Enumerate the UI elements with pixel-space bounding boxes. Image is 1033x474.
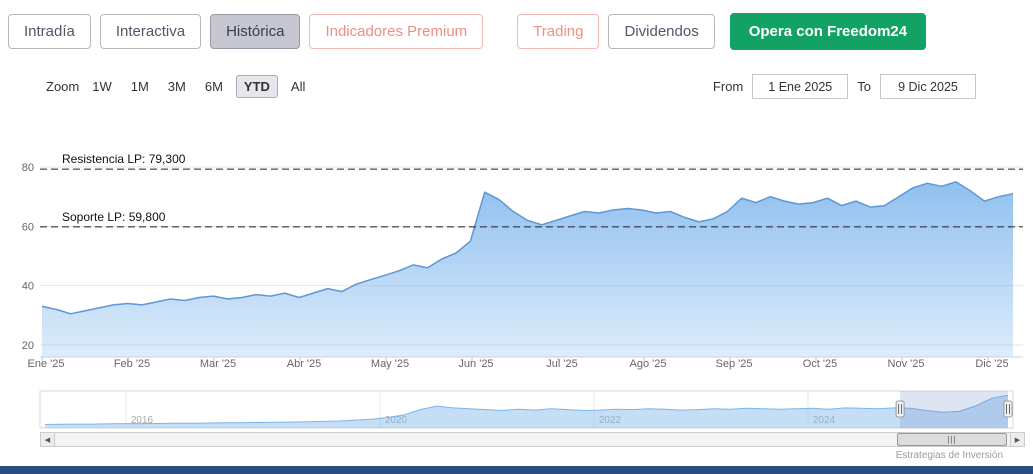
- zoom-3m-button[interactable]: 3M: [162, 75, 192, 98]
- navigator-year-label: 2022: [599, 415, 622, 426]
- tab-interactiva[interactable]: Interactiva: [99, 14, 202, 49]
- tab-historica[interactable]: Histórica: [210, 14, 301, 49]
- scrollbar-track[interactable]: |||: [55, 432, 1010, 447]
- navigator-line: [44, 394, 1009, 425]
- navigator-year-label: 2020: [385, 415, 408, 426]
- navigator-year-label: 2016: [131, 415, 154, 426]
- to-label: To: [857, 79, 871, 94]
- x-axis-label: Oct '25: [803, 358, 838, 370]
- zoom-1w-button[interactable]: 1W: [86, 75, 118, 98]
- to-date-input[interactable]: [880, 74, 976, 99]
- x-axis-label: Dic '25: [975, 358, 1008, 370]
- x-axis-label: Ago '25: [630, 358, 667, 370]
- zoom-group: Zoom 1W 1M 3M 6M YTD All: [46, 75, 311, 98]
- x-axis-label: May '25: [371, 358, 409, 370]
- x-axis-label: Jul '25: [546, 358, 577, 370]
- navigator-handle-right[interactable]: [1003, 400, 1013, 418]
- from-date-input[interactable]: [752, 74, 849, 99]
- zoom-label: Zoom: [46, 79, 80, 94]
- scrollbar-grip-icon: |||: [947, 434, 957, 444]
- y-axis-label: 40: [22, 281, 34, 293]
- zoom-6m-button[interactable]: 6M: [199, 75, 229, 98]
- x-axis-label: Mar '25: [200, 358, 236, 370]
- x-axis-label: Sep '25: [716, 358, 753, 370]
- x-axis-label: Feb '25: [114, 358, 150, 370]
- x-axis-label: Abr '25: [287, 358, 322, 370]
- zoom-ytd-button[interactable]: YTD: [235, 75, 278, 98]
- freedom24-cta-button[interactable]: Opera con Freedom24: [729, 13, 927, 50]
- date-range-group: From To: [713, 74, 976, 99]
- navigator-chart[interactable]: 2016 2020 2022 2024: [0, 390, 1033, 432]
- annotation-label: Resistencia LP: 79,300: [62, 152, 186, 166]
- y-axis-label: 60: [22, 221, 34, 233]
- navigator-selection-mask[interactable]: [900, 391, 1008, 428]
- scrollbar-thumb[interactable]: |||: [897, 433, 1007, 446]
- scrollbar-right-arrow-icon[interactable]: ▶: [1010, 432, 1025, 447]
- navigator-handle-left[interactable]: [895, 400, 905, 418]
- from-label: From: [712, 79, 744, 94]
- range-selector-row: Zoom 1W 1M 3M 6M YTD All From To: [0, 74, 1033, 99]
- footer-bar: [0, 466, 1033, 474]
- zoom-1m-button[interactable]: 1M: [125, 75, 155, 98]
- navigator-area-fill: [45, 395, 1008, 428]
- tab-dividendos[interactable]: Dividendos: [608, 14, 715, 49]
- annotation-label: Soporte LP: 59,800: [62, 210, 166, 224]
- y-axis-label: 80: [22, 162, 34, 174]
- tab-indicadores-premium[interactable]: Indicadores Premium: [309, 14, 484, 49]
- x-axis-label: Nov '25: [888, 358, 925, 370]
- main-price-chart[interactable]: 20 40 60 80 Ene '25 Feb '25 Mar '25 Abr '25 May …: [0, 115, 1033, 377]
- y-axis-label: 20: [22, 340, 34, 352]
- price-area-fill: [42, 181, 1013, 357]
- x-axis-label: Jun '25: [458, 358, 493, 370]
- scrollbar-left-arrow-icon[interactable]: ◀: [40, 432, 55, 447]
- zoom-all-button[interactable]: All: [285, 75, 311, 98]
- credit-label: Estrategias de Inversión: [895, 450, 1003, 461]
- price-line: [41, 181, 1014, 315]
- tab-trading[interactable]: Trading: [517, 14, 600, 49]
- navigator-year-label: 2024: [813, 415, 836, 426]
- tab-intradia[interactable]: Intradía: [8, 14, 91, 49]
- x-axis-label: Ene '25: [28, 358, 65, 370]
- tabs-row: Intradía Interactiva Histórica Indicador…: [8, 13, 927, 50]
- scrollbar: ◀ ||| ▶: [40, 432, 1025, 447]
